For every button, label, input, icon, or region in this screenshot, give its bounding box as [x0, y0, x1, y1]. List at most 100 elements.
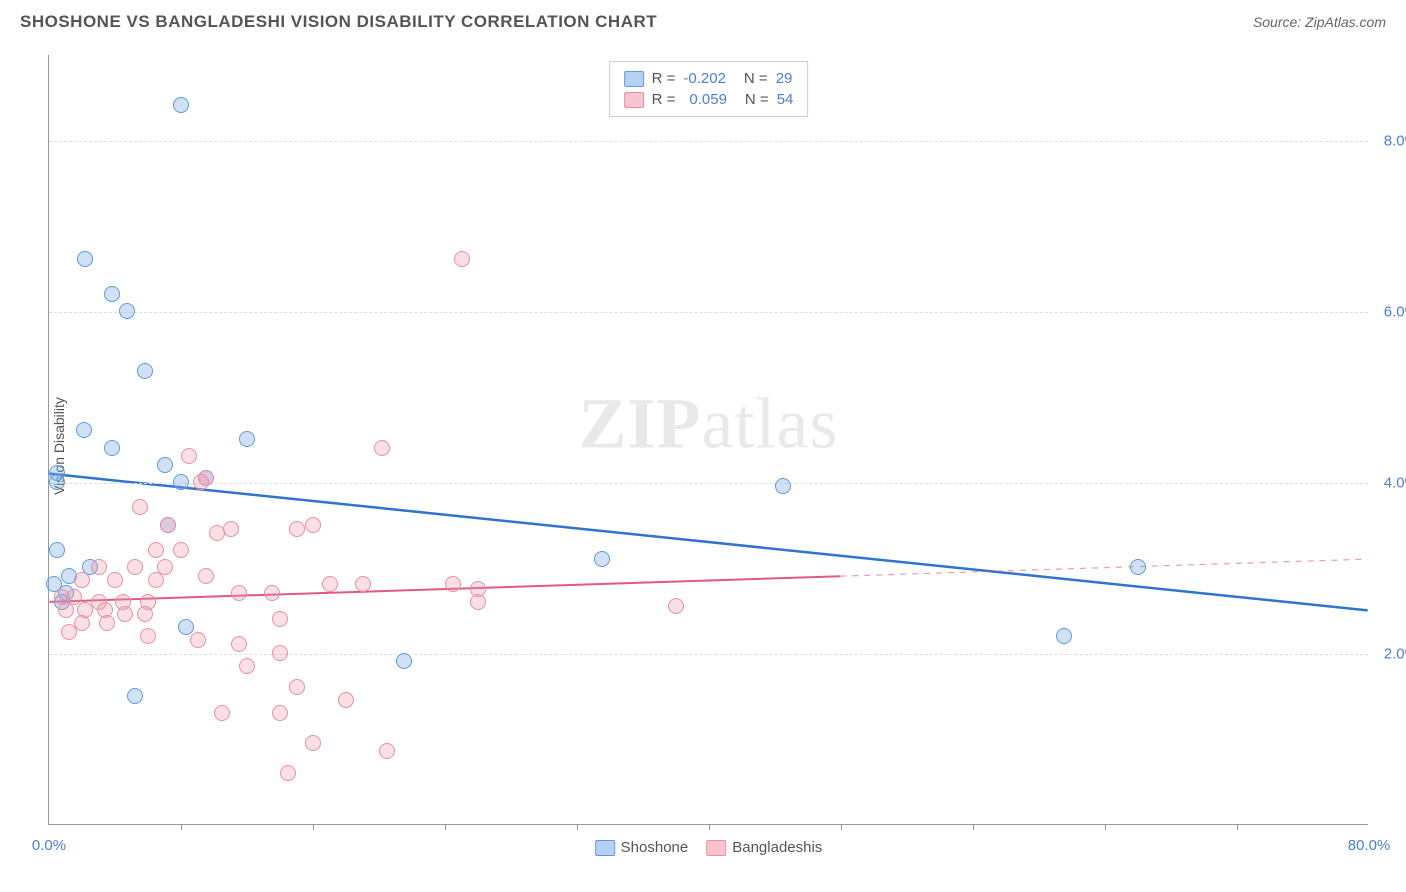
- data-point: [379, 743, 395, 759]
- data-point: [272, 611, 288, 627]
- legend-n-label: N =: [745, 91, 769, 108]
- data-point: [58, 602, 74, 618]
- chart-source: Source: ZipAtlas.com: [1253, 14, 1386, 30]
- data-point: [137, 606, 153, 622]
- data-point: [127, 559, 143, 575]
- legend-n-bangladeshis: 54: [777, 91, 794, 108]
- y-tick-label: 6.0%: [1384, 303, 1406, 320]
- data-point: [338, 692, 354, 708]
- data-point: [104, 440, 120, 456]
- legend-label: Bangladeshis: [732, 839, 822, 856]
- legend-n-shoshone: 29: [776, 70, 793, 87]
- legend-row-bangladeshis: R = 0.059 N = 54: [624, 89, 794, 110]
- data-point: [223, 521, 239, 537]
- data-point: [77, 251, 93, 267]
- legend-r-shoshone: -0.202: [683, 70, 726, 87]
- legend-r-label: R =: [652, 70, 676, 87]
- x-tick-label: 0.0%: [32, 837, 66, 854]
- data-point: [148, 542, 164, 558]
- x-tick: [1105, 824, 1106, 830]
- data-point: [1056, 628, 1072, 644]
- data-point: [117, 606, 133, 622]
- data-point: [289, 679, 305, 695]
- data-point: [280, 765, 296, 781]
- chart-area: ZIPatlas R = -0.202 N = 29 R = 0.059 N =…: [48, 55, 1368, 825]
- data-point: [305, 517, 321, 533]
- data-point: [49, 542, 65, 558]
- data-point: [137, 363, 153, 379]
- data-point: [173, 542, 189, 558]
- data-point: [231, 585, 247, 601]
- data-point: [91, 559, 107, 575]
- x-tick: [577, 824, 578, 830]
- data-point: [239, 431, 255, 447]
- swatch-pink: [624, 92, 644, 108]
- data-point: [119, 303, 135, 319]
- grid-line: [49, 654, 1368, 655]
- data-point: [104, 286, 120, 302]
- data-point: [305, 735, 321, 751]
- chart-title: SHOSHONE VS BANGLADESHI VISION DISABILIT…: [20, 12, 657, 32]
- grid-line: [49, 483, 1368, 484]
- chart-header: SHOSHONE VS BANGLADESHI VISION DISABILIT…: [0, 0, 1406, 40]
- swatch-pink: [706, 840, 726, 856]
- legend-item-shoshone: Shoshone: [595, 839, 689, 856]
- y-tick-label: 8.0%: [1384, 132, 1406, 149]
- data-point: [374, 440, 390, 456]
- x-tick: [1237, 824, 1238, 830]
- data-point: [214, 705, 230, 721]
- data-point: [132, 499, 148, 515]
- data-point: [322, 576, 338, 592]
- legend-stats: R = -0.202 N = 29 R = 0.059 N = 54: [609, 61, 809, 117]
- x-tick: [973, 824, 974, 830]
- data-point: [239, 658, 255, 674]
- data-point: [264, 585, 280, 601]
- x-tick: [709, 824, 710, 830]
- data-point: [668, 598, 684, 614]
- data-point: [454, 251, 470, 267]
- data-point: [173, 97, 189, 113]
- data-point: [148, 572, 164, 588]
- plot-region: ZIPatlas R = -0.202 N = 29 R = 0.059 N =…: [48, 55, 1368, 825]
- legend-series: Shoshone Bangladeshis: [595, 839, 823, 856]
- data-point: [193, 474, 209, 490]
- legend-r-bangladeshis: 0.059: [689, 91, 727, 108]
- data-point: [190, 632, 206, 648]
- swatch-blue: [624, 71, 644, 87]
- data-point: [157, 457, 173, 473]
- x-tick-label: 80.0%: [1348, 837, 1391, 854]
- data-point: [173, 474, 189, 490]
- legend-item-bangladeshis: Bangladeshis: [706, 839, 822, 856]
- data-point: [470, 594, 486, 610]
- legend-row-shoshone: R = -0.202 N = 29: [624, 68, 794, 89]
- data-point: [74, 572, 90, 588]
- data-point: [107, 572, 123, 588]
- data-point: [127, 688, 143, 704]
- data-point: [396, 653, 412, 669]
- data-point: [181, 448, 197, 464]
- data-point: [99, 615, 115, 631]
- data-point: [289, 521, 305, 537]
- grid-line: [49, 312, 1368, 313]
- data-point: [594, 551, 610, 567]
- data-point: [1130, 559, 1146, 575]
- data-point: [76, 422, 92, 438]
- legend-r-label: R =: [652, 91, 676, 108]
- data-point: [160, 517, 176, 533]
- data-point: [272, 645, 288, 661]
- x-tick: [841, 824, 842, 830]
- swatch-blue: [595, 840, 615, 856]
- x-tick: [445, 824, 446, 830]
- data-point: [61, 624, 77, 640]
- x-tick: [181, 824, 182, 830]
- data-point: [355, 576, 371, 592]
- data-point: [231, 636, 247, 652]
- data-point: [445, 576, 461, 592]
- grid-line: [49, 141, 1368, 142]
- data-point: [775, 478, 791, 494]
- y-tick-label: 2.0%: [1384, 645, 1406, 662]
- legend-label: Shoshone: [621, 839, 689, 856]
- watermark: ZIPatlas: [579, 383, 839, 466]
- data-point: [49, 474, 65, 490]
- legend-n-label: N =: [744, 70, 768, 87]
